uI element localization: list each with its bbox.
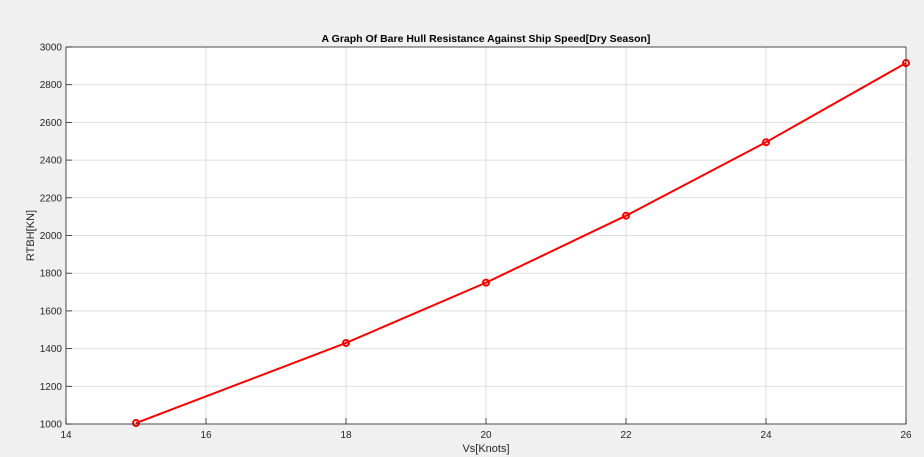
y-tick-label: 1800 <box>40 269 63 280</box>
y-tick-label: 2600 <box>40 118 63 129</box>
data-point-marker <box>622 211 630 220</box>
x-tick-label: 22 <box>620 430 632 441</box>
x-tick-label: 14 <box>60 430 72 441</box>
x-tick-label: 18 <box>340 430 352 441</box>
data-point-marker <box>342 338 350 347</box>
tick-layer: 14 16 18 20 22 24 26 1000 1200 1400 1600 1800 2000 22… <box>40 43 912 442</box>
x-axis-label: Vs[Knots] <box>462 443 509 455</box>
y-tick-label: 1200 <box>40 382 63 393</box>
y-tick-label: 2000 <box>40 231 63 242</box>
x-tick-label: 24 <box>760 430 772 441</box>
x-tick-label: 26 <box>900 430 912 441</box>
x-tick-label: 16 <box>200 430 212 441</box>
data-point-marker <box>132 419 140 428</box>
y-tick-label: 2400 <box>40 156 63 167</box>
data-point-marker <box>482 278 490 287</box>
y-tick-label: 2800 <box>40 80 63 91</box>
series-line <box>135 62 907 424</box>
data-point-marker <box>762 138 770 147</box>
y-tick-label: 2200 <box>40 193 63 204</box>
y-tick-label: 1400 <box>40 344 63 355</box>
x-tick-label: 20 <box>480 430 492 441</box>
y-tick-label: 1600 <box>40 306 63 317</box>
y-tick-label: 3000 <box>40 43 63 54</box>
y-axis-label: RTBH[KN] <box>25 210 37 261</box>
y-tick-label: 1000 <box>40 420 63 431</box>
chart-title: A Graph Of Bare Hull Resistance Against … <box>322 33 651 45</box>
